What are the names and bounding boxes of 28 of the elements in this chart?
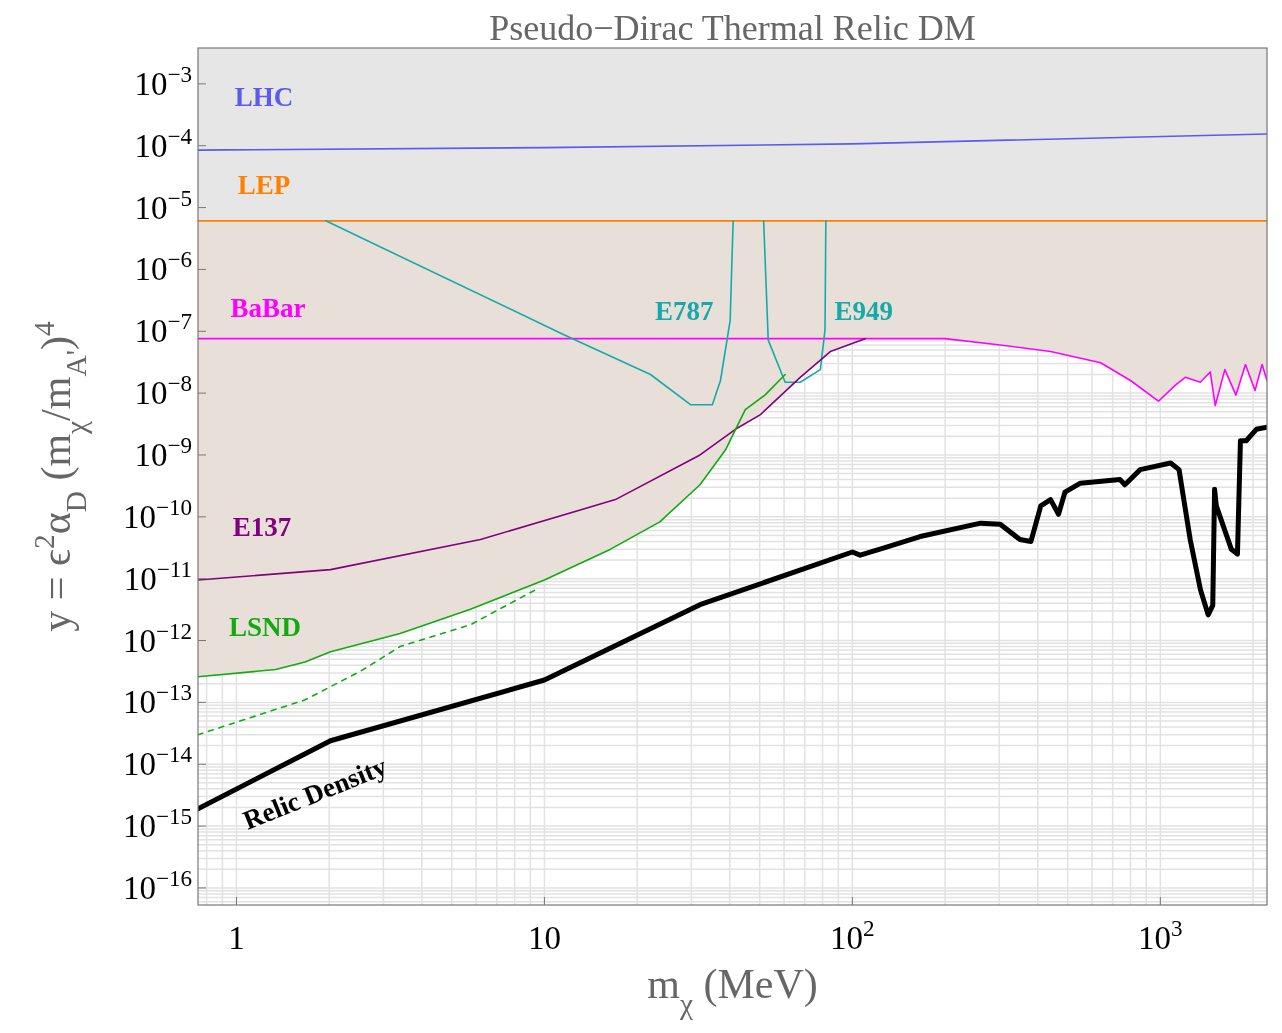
y-tick-label: 10$^{−10}$ [122,493,192,535]
series-label: LEP [237,170,291,201]
y-tick-label: 10$^{−13}$ [122,679,192,721]
text: Relic Density [238,750,392,836]
series-label: BaBar [230,292,306,323]
x-axis-title: m$_{χ}$ (MeV) [647,961,818,1020]
x-tick-label: 10$^{3}$ [1138,915,1183,956]
y-tick-label: 10$^{−7}$ [134,308,192,350]
y-tick-label: 10$^{−5}$ [134,184,192,226]
x-tick-label: 1 [228,920,245,956]
y-tick-label: 10$^{−16}$ [122,864,192,906]
y-tick-label: 10$^{−9}$ [134,431,192,473]
y-tick-label: 10$^{−6}$ [134,246,192,288]
series-label: LSND [228,611,302,642]
y-tick-label: 10$^{−4}$ [134,122,193,164]
y-tick-label: 10$^{−12}$ [122,617,192,659]
series-label: E949 [834,296,894,327]
x-tick-label: 10 [527,920,561,956]
chart-title: Pseudo−Dirac Thermal Relic DM [489,8,976,48]
series-label: LHC [234,82,294,113]
series-label: E787 [654,296,714,327]
y-tick-label: 10$^{−11}$ [123,555,192,597]
y-tick-label: 10$^{−3}$ [134,60,192,102]
y-tick-label: 10$^{−14}$ [122,741,193,783]
x-tick-label: 10$^{2}$ [830,915,875,956]
y-tick-label: 10$^{−15}$ [122,803,192,845]
series-label: E137 [232,512,292,543]
y-tick-label: 10$^{−8}$ [134,370,192,412]
